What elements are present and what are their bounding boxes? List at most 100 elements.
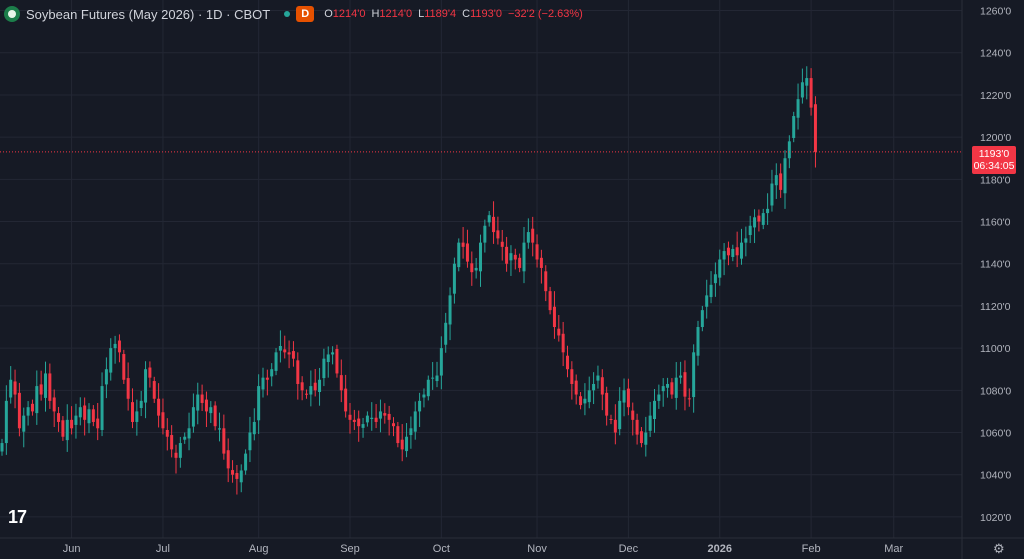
candle-body	[291, 351, 295, 359]
candle-body	[239, 470, 243, 483]
x-tick-label: Jul	[156, 543, 170, 555]
candle-body	[26, 407, 30, 416]
candle-body	[9, 379, 13, 398]
candle-body	[248, 432, 252, 451]
candle-body	[74, 415, 78, 425]
candle-body	[57, 413, 61, 422]
candle-body	[413, 411, 417, 432]
candle-body	[392, 423, 395, 427]
candle-body	[796, 99, 800, 118]
candle-body	[244, 453, 248, 471]
x-tick-label: Aug	[249, 543, 269, 555]
candle-body	[296, 360, 300, 384]
candle-body	[144, 369, 148, 403]
candle-body	[13, 381, 17, 395]
candle-body	[587, 390, 591, 403]
candle-body	[552, 306, 556, 328]
chart-title[interactable]: Soybean Futures (May 2026) · 1D · CBOT	[26, 6, 271, 22]
candle-body	[500, 241, 504, 247]
candle-body	[344, 388, 348, 412]
candle-body	[470, 263, 474, 273]
candle-body	[283, 349, 287, 353]
candle-body	[561, 333, 565, 353]
candle-body	[204, 399, 208, 412]
candle-body	[300, 382, 304, 391]
candle-body	[766, 208, 770, 214]
y-tick-label: 1120'0	[980, 301, 1011, 313]
x-tick-label: Feb	[802, 543, 821, 555]
candle-body	[231, 470, 235, 475]
candle-body	[513, 254, 517, 260]
candle-body	[526, 232, 530, 243]
low-label: L	[418, 8, 425, 20]
candle-body	[779, 173, 783, 190]
candle-body	[479, 242, 482, 272]
candle-body	[592, 383, 596, 391]
candle-body	[200, 394, 204, 403]
candle-body	[209, 407, 213, 414]
candle-body	[600, 377, 604, 395]
candle-body	[405, 436, 409, 452]
candle-body	[653, 400, 656, 420]
y-tick-label: 1040'0	[980, 470, 1011, 482]
candle-body	[426, 379, 430, 397]
candle-body	[274, 352, 278, 371]
candle-body	[252, 421, 256, 435]
candle-body	[431, 377, 435, 379]
candle-body	[709, 284, 713, 298]
x-tick-label: Dec	[619, 543, 639, 555]
candle-body	[191, 407, 195, 427]
candle-body	[774, 175, 778, 186]
gear-icon[interactable]: ⚙	[993, 541, 1005, 556]
candle-body	[505, 246, 509, 264]
candle-body	[622, 390, 626, 403]
candle-body	[670, 382, 674, 395]
candle-body	[48, 373, 52, 401]
candle-body	[218, 428, 221, 430]
candle-body	[444, 322, 448, 345]
close-value: 1193'0	[470, 8, 502, 20]
candle-body	[613, 419, 617, 433]
y-tick-label: 1260'0	[980, 6, 1011, 18]
candle-body	[387, 413, 391, 420]
candle-body	[626, 388, 630, 408]
candle-body	[792, 116, 796, 138]
delayed-badge[interactable]: D	[296, 6, 315, 22]
high-value: 1214'0	[379, 8, 413, 20]
candle-body	[805, 78, 809, 86]
y-tick-label: 1140'0	[980, 259, 1011, 271]
candle-body	[131, 402, 134, 422]
candle-body	[522, 242, 526, 272]
candle-body	[278, 346, 282, 351]
candle-body	[83, 405, 87, 420]
candle-body	[222, 428, 226, 454]
y-tick-label: 1100'0	[980, 343, 1011, 355]
candle-body	[579, 396, 583, 406]
candle-body	[452, 263, 456, 294]
candle-body	[235, 473, 239, 479]
candle-body	[174, 452, 178, 458]
y-tick-label: 1080'0	[980, 385, 1011, 397]
x-tick-label: Jun	[63, 543, 81, 555]
candle-body	[461, 242, 465, 247]
candle-body	[570, 369, 574, 384]
candle-body	[122, 354, 126, 380]
candle-body	[396, 426, 400, 444]
market-status-dot-icon	[284, 11, 291, 17]
y-tick-label: 1160'0	[980, 217, 1011, 229]
y-tick-label: 1060'0	[980, 428, 1011, 440]
candle-body	[800, 82, 804, 98]
candle-body	[213, 405, 217, 427]
candle-body	[435, 375, 439, 382]
tradingview-logo-icon[interactable]: 17	[8, 507, 27, 527]
candle-body	[378, 411, 382, 419]
candle-body	[135, 411, 139, 422]
candle-body	[70, 419, 74, 429]
candle-body	[483, 225, 487, 243]
candle-body	[726, 247, 730, 256]
candle-body	[809, 78, 813, 108]
candle-body	[196, 394, 200, 411]
candle-body	[509, 253, 513, 261]
y-tick-label: 1180'0	[980, 174, 1011, 186]
